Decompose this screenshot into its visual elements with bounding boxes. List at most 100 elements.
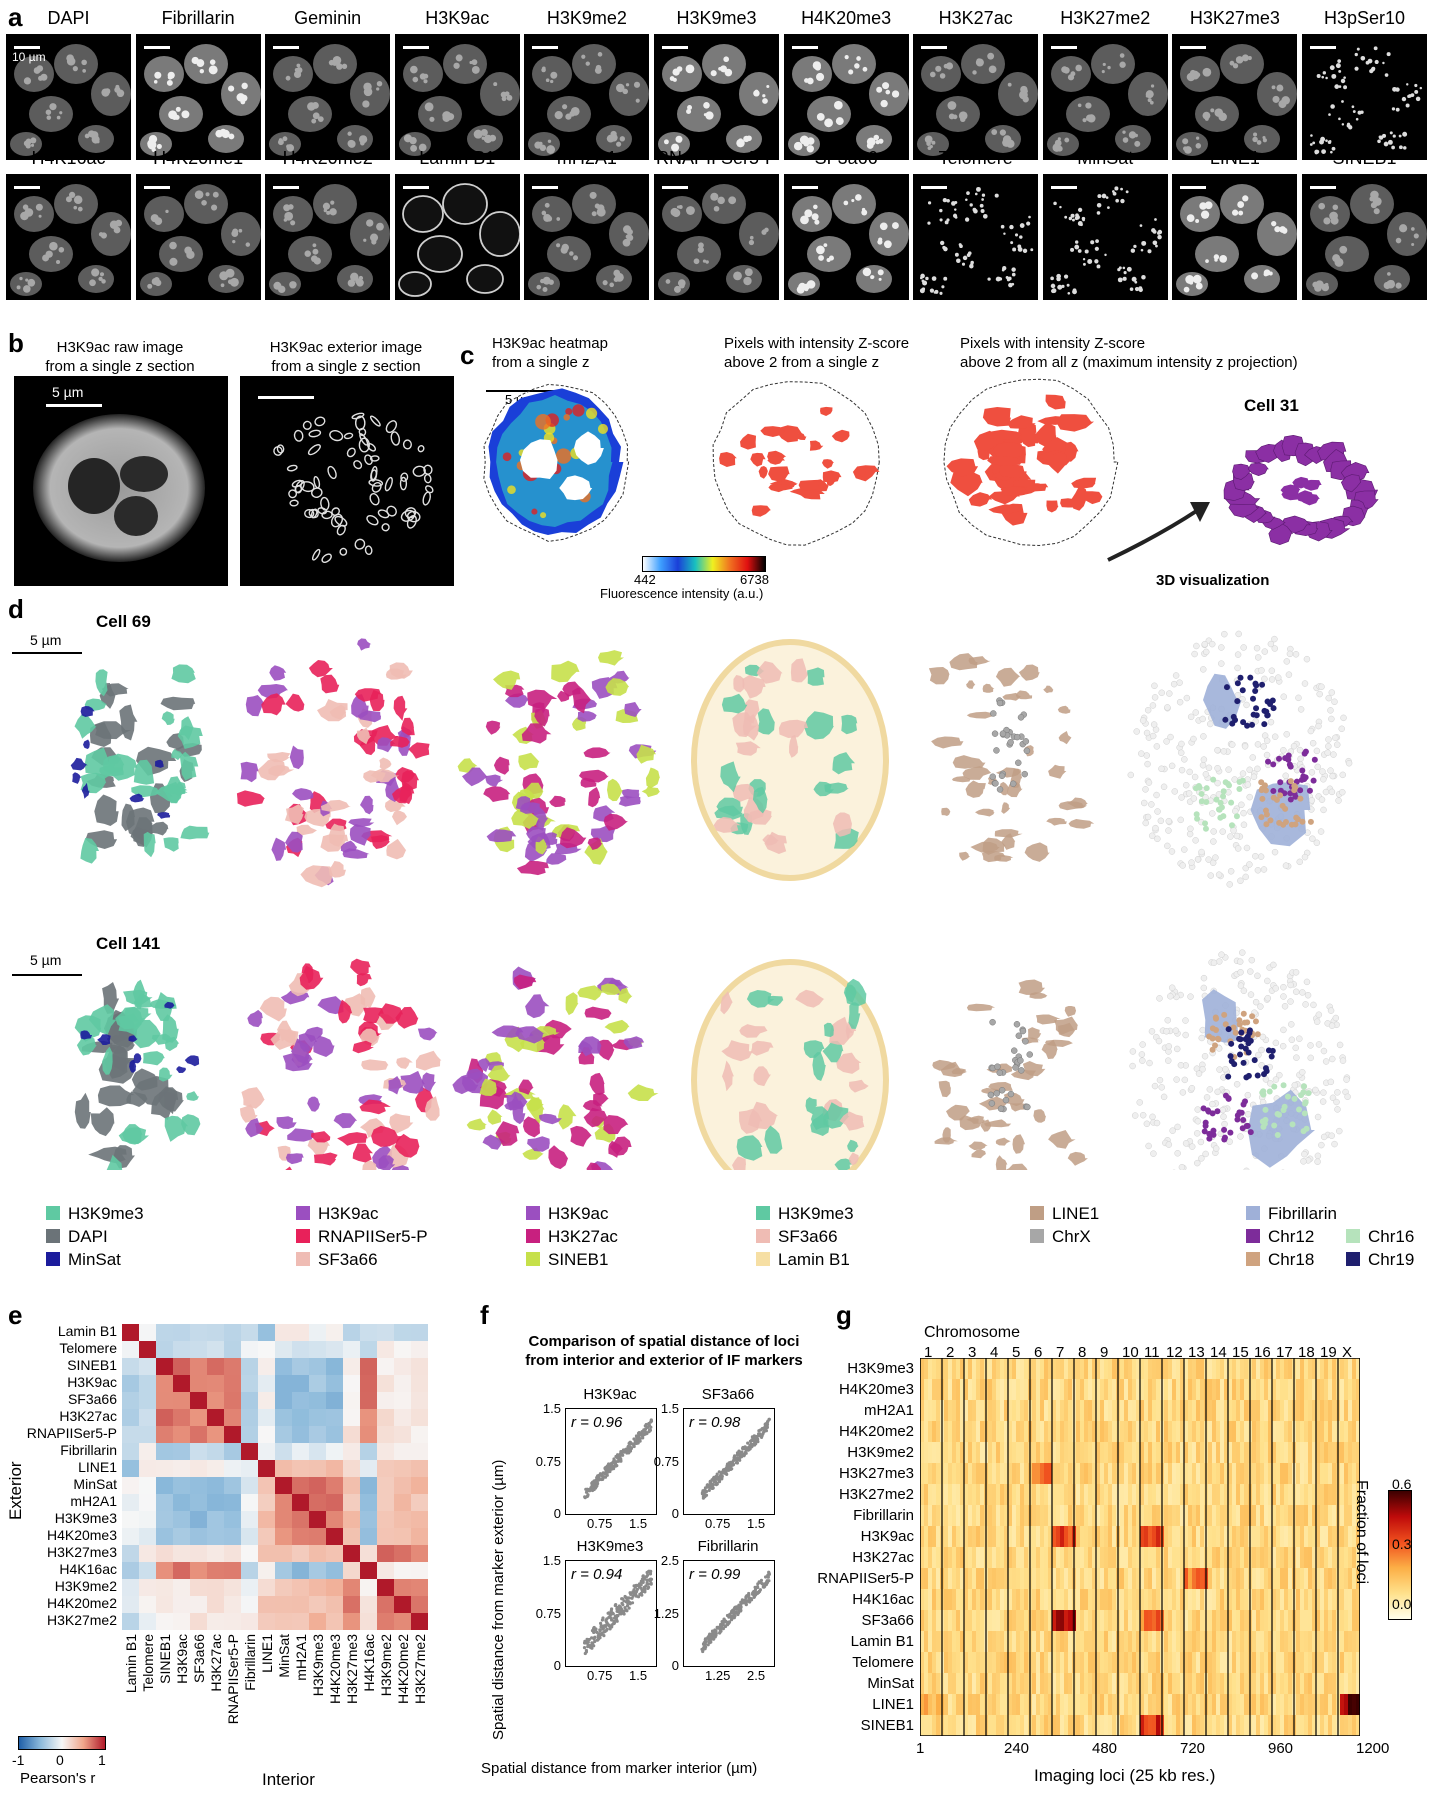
chromosome-locus [1267, 700, 1274, 707]
heatmap-hotspot [535, 413, 551, 430]
loci-cell [1092, 1442, 1097, 1463]
chromatin-locus [1307, 1042, 1314, 1049]
tile-nuclei [269, 44, 391, 156]
heatmap-cell [360, 1528, 377, 1545]
loci-cell [1240, 1463, 1245, 1484]
nucleus-spot [703, 102, 710, 109]
loci-cell [1104, 1400, 1109, 1421]
loci-cell [1064, 1463, 1069, 1484]
nucleus-spot [542, 66, 547, 71]
loci-cell [1012, 1358, 1017, 1379]
nucleus-spot [873, 134, 879, 141]
tile-nuclei [1176, 184, 1298, 296]
legend-label: Lamin B1 [778, 1250, 850, 1269]
heatmap-cell [326, 1494, 343, 1511]
scatter-point [708, 1479, 712, 1483]
heatmap-cell [326, 1477, 343, 1494]
chromatin-locus [1339, 788, 1346, 796]
legend-swatch [296, 1252, 310, 1266]
nucleus-spot [1012, 247, 1017, 252]
chromatin-locus [1283, 658, 1291, 665]
nuclear-body-surface [721, 1040, 753, 1062]
chromatin-locus [1215, 871, 1223, 878]
heatmap-cell [207, 1596, 224, 1613]
nucleus-spot [323, 202, 331, 210]
line1-surface [1068, 819, 1095, 829]
nucleus-spot [1096, 202, 1102, 208]
chromatin-locus [1246, 793, 1253, 801]
chromatin-locus [1324, 749, 1331, 757]
chromosome-locus [1274, 1131, 1281, 1138]
loci-cell [1184, 1358, 1189, 1379]
loci-cell [996, 1484, 1001, 1505]
scatter-point [620, 1597, 624, 1601]
nucleus-spot [1068, 216, 1072, 221]
scatter-point [760, 1434, 764, 1438]
heatmap-cell [207, 1426, 224, 1443]
scatter-point [583, 1641, 587, 1645]
chromatin-locus [1205, 856, 1212, 863]
nucleus-spot [81, 59, 87, 66]
loci-cell [1196, 1442, 1201, 1463]
scatter-point [735, 1451, 740, 1455]
loci-cell [1272, 1379, 1277, 1400]
loci-cell [1268, 1358, 1273, 1379]
loci-cell [948, 1379, 953, 1400]
nucleus-spot [147, 140, 157, 150]
chromosome-locus [1194, 815, 1201, 822]
nucleus-spot [869, 275, 874, 280]
acetylation-surface [636, 744, 656, 764]
heatmap-cell [309, 1443, 326, 1460]
heatmap-cell [224, 1511, 241, 1528]
scatter-point [647, 1570, 651, 1574]
heatmap-cell [156, 1579, 173, 1596]
zscore-pixels [988, 504, 1024, 515]
loci-cell [1344, 1505, 1349, 1526]
microscopy-tile [1172, 34, 1298, 160]
h3k9me3-surface [133, 1019, 161, 1049]
scatter-point [607, 1624, 611, 1628]
loci-cell [996, 1400, 1001, 1421]
loci-cell [1356, 1442, 1360, 1463]
heatmap-cell [309, 1341, 326, 1358]
chromatin-locus [1315, 1011, 1323, 1018]
loci-cell [1108, 1505, 1113, 1526]
scatter-point [762, 1582, 766, 1586]
chromosome-locus [1271, 1122, 1278, 1129]
active-mark-surface [285, 693, 305, 712]
acetylation-surface [608, 1140, 623, 1158]
heatmap-cell [139, 1341, 156, 1358]
nucleus-spot [1330, 104, 1335, 109]
loci-cell [1092, 1484, 1097, 1505]
nucleus-spot [330, 200, 335, 205]
legend-label: Chr12 [1268, 1227, 1315, 1246]
nucleus-spot [925, 276, 929, 281]
loci-cell [1120, 1400, 1125, 1421]
loci-cell [1092, 1421, 1097, 1442]
loci-cell [1164, 1379, 1169, 1400]
tile-nuclei [917, 44, 1039, 156]
loci-cell [1184, 1484, 1189, 1505]
heatmap-cell [173, 1579, 190, 1596]
nucleus-spot [724, 68, 733, 77]
loci-cell [1008, 1421, 1013, 1442]
exterior-ring [386, 505, 397, 517]
nucleus-spot [976, 186, 982, 192]
nuclear-body-surface [752, 786, 768, 814]
scatter-point [615, 1619, 619, 1623]
nucleus [662, 56, 702, 92]
loci-cell [1276, 1505, 1281, 1526]
chromatin-locus [1215, 1045, 1223, 1052]
loci-cell [932, 1421, 937, 1442]
active-mark-surface [394, 1133, 420, 1158]
loci-cell [1264, 1463, 1269, 1484]
chromosome-locus [1271, 1083, 1278, 1090]
nucleus-spot [1383, 141, 1389, 147]
scatter-point [627, 1596, 631, 1600]
loci-cell [1148, 1463, 1153, 1484]
chromatin-locus [1327, 1078, 1335, 1086]
x-tick-label: 1.5 [747, 1516, 766, 1531]
scatter-point [721, 1468, 726, 1472]
chromosome-locus [1198, 798, 1205, 805]
loci-cell [1216, 1463, 1221, 1484]
